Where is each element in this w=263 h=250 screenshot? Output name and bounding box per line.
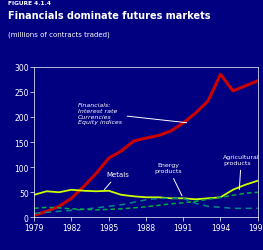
Text: Energy
products: Energy products [154,163,182,196]
Text: Metals: Metals [104,172,129,190]
Text: Financials dominate futures markets: Financials dominate futures markets [8,11,210,21]
Text: Financials:
Interest rate
Currencies
Equity indices: Financials: Interest rate Currencies Equ… [78,102,187,125]
Text: (millions of contracts traded): (millions of contracts traded) [8,31,110,38]
Text: Agricultural
products: Agricultural products [223,154,260,190]
Text: FIGURE 4.1.4: FIGURE 4.1.4 [8,1,51,6]
